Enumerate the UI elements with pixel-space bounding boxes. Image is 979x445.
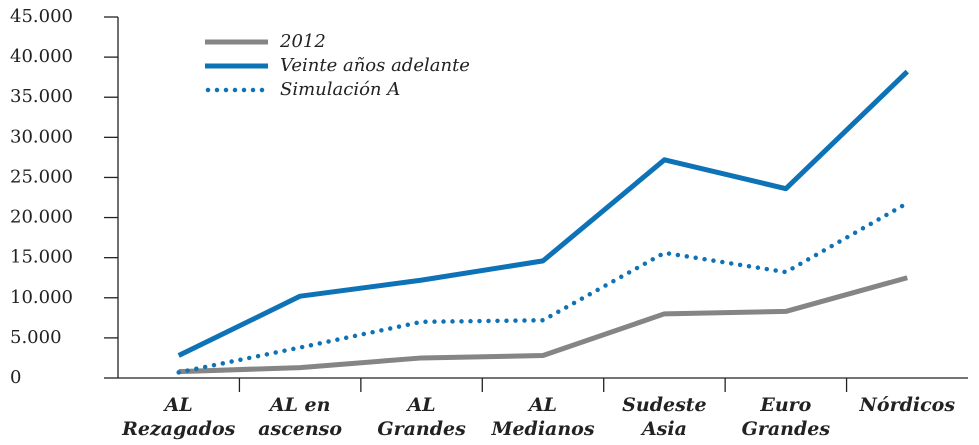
legend-label: Veinte años adelante xyxy=(280,55,470,76)
y-tick-label: 20.000 xyxy=(10,207,73,228)
x-tick-label: AL Grandes xyxy=(377,394,466,440)
y-tick-label: 0 xyxy=(10,367,21,388)
y-tick-label: 35.000 xyxy=(10,86,73,107)
y-tick-label: 30.000 xyxy=(10,126,73,147)
series-line xyxy=(178,275,908,375)
series-line xyxy=(177,69,910,358)
x-tick-label: AL Rezagados xyxy=(121,394,236,440)
series-line xyxy=(176,200,910,375)
y-tick-label: 10.000 xyxy=(10,287,73,308)
y-tick-label: 25.000 xyxy=(10,166,73,187)
x-tick-label: Euro Grandes xyxy=(742,394,831,440)
y-tick-label: 45.000 xyxy=(10,6,73,27)
y-tick-label: 40.000 xyxy=(10,46,73,67)
x-tick-label: Sudeste Asia xyxy=(622,394,706,440)
legend-label: 2012 xyxy=(279,31,326,52)
x-tick-label: AL Medianos xyxy=(490,394,594,440)
x-tick-label: Nórdicos xyxy=(859,394,956,416)
legend-label: Simulación A xyxy=(280,79,400,100)
y-tick-label: 15.000 xyxy=(10,247,73,268)
y-tick-label: 5.000 xyxy=(10,327,62,348)
x-tick-label: AL en ascenso xyxy=(258,394,342,440)
